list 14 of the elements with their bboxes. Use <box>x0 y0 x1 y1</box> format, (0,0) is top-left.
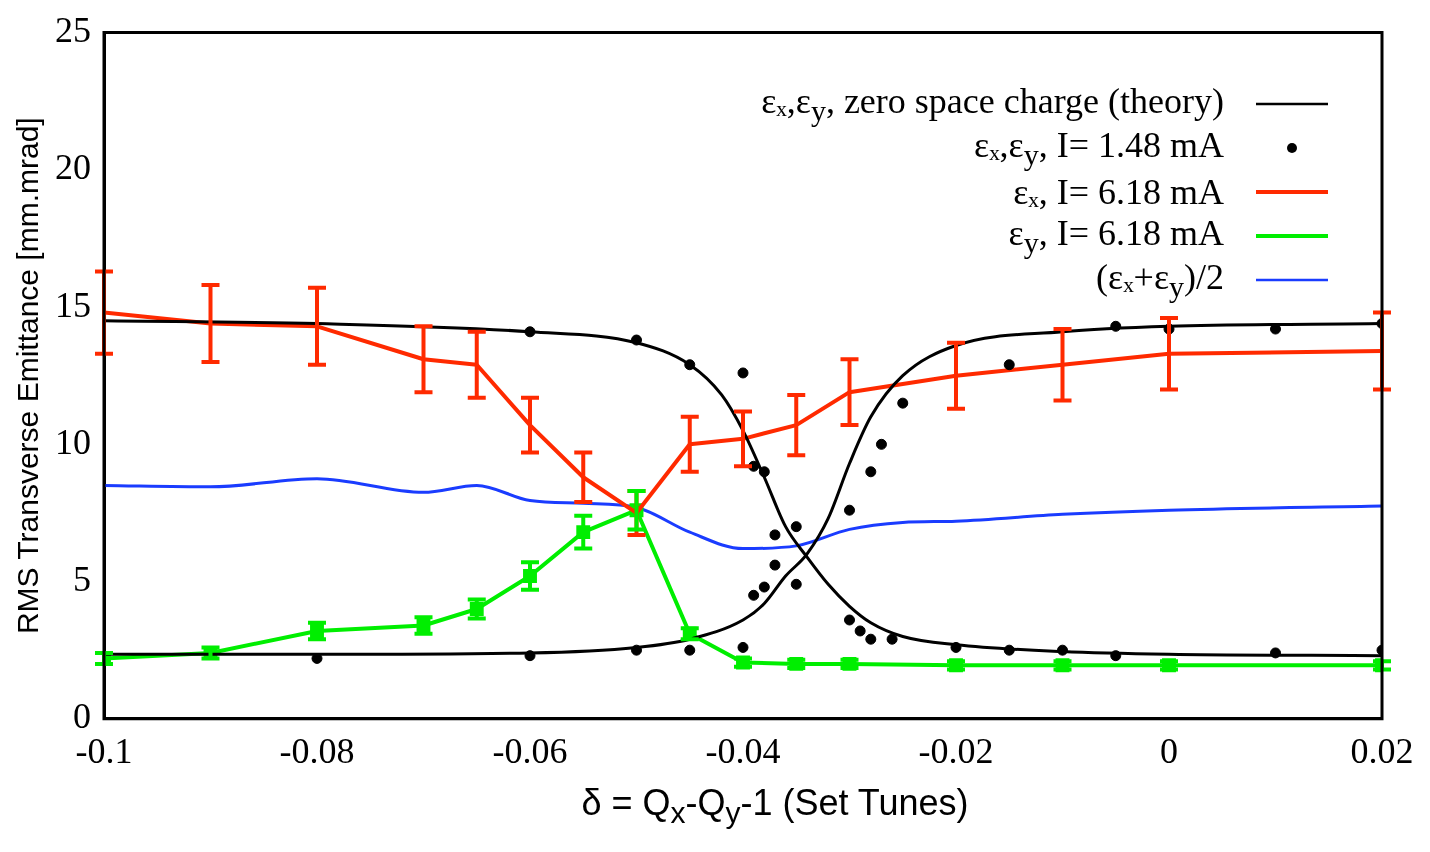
y-tick-label: 25 <box>55 10 91 51</box>
legend-label: εₓ, I= 6.18 mA <box>1013 171 1224 213</box>
y-axis-title: RMS Transverse Emittance [mm.mrad] <box>11 117 45 635</box>
x-tick-label: -0.02 <box>918 730 994 771</box>
x-tick-label: -0.08 <box>279 730 355 771</box>
x-axis-title: δ = Q$_{x}$-Q$_{y}$-1 (Set Tunes) <box>580 782 970 831</box>
y-tick-label: 15 <box>55 284 91 325</box>
y-tick-label: 20 <box>55 147 91 188</box>
y-tick-label: 5 <box>73 559 91 600</box>
x-tick-label: 0.02 <box>1350 730 1414 771</box>
y-tick-label: 10 <box>55 421 91 462</box>
x-tick-label: 0 <box>1160 730 1178 771</box>
x-tick-label: -0.04 <box>705 730 781 771</box>
x-tick-label: -0.06 <box>492 730 568 771</box>
